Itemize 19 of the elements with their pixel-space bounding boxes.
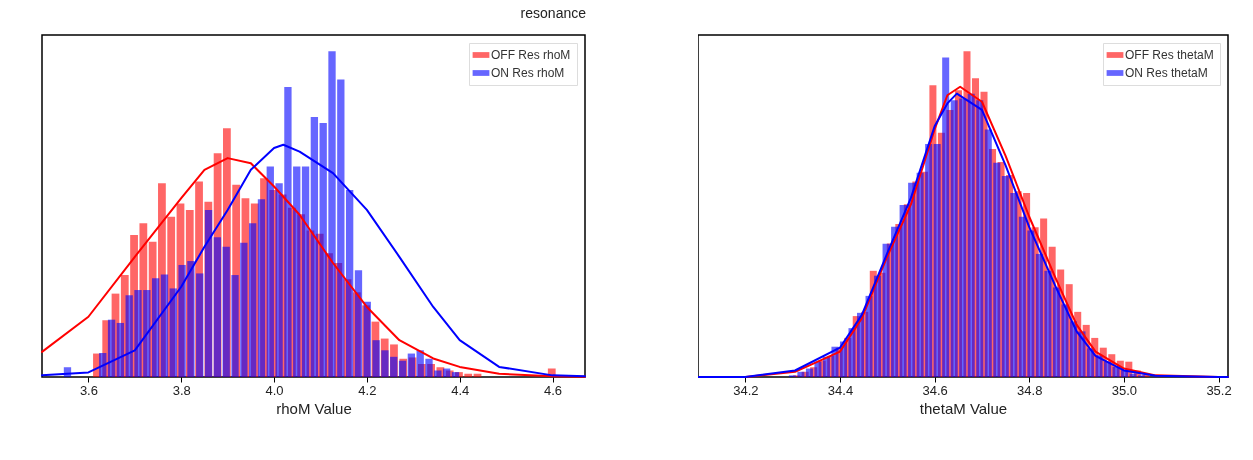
x-tick-label: 34.8 — [1017, 382, 1043, 398]
legend-label: ON Res thetaM — [1125, 66, 1208, 80]
legend-label: ON Res rhoM — [491, 66, 565, 80]
x-tick-label: 35.0 — [1111, 382, 1138, 398]
x-tick-label: 4.4 — [451, 382, 470, 398]
x-axis-title: rhoM Value — [276, 399, 352, 417]
legend-label: OFF Res thetaM — [1125, 48, 1214, 62]
x-tick-label: 4.0 — [265, 382, 284, 398]
chart-title: resonance — [520, 5, 587, 21]
x-tick-label: 34.4 — [827, 382, 854, 398]
x-tick-label: 35.2 — [1206, 382, 1232, 398]
x-tick-label: 4.2 — [358, 382, 377, 398]
x-tick-label: 4.6 — [543, 382, 563, 398]
x-axis-title: thetaM Value — [919, 399, 1008, 417]
x-tick-label: 34.2 — [733, 382, 759, 398]
x-tick-label: 3.6 — [79, 382, 98, 398]
x-tick-label: 3.8 — [172, 382, 191, 398]
x-tick-label: 34.6 — [922, 382, 948, 398]
legend-label: OFF Res rhoM — [491, 48, 571, 62]
